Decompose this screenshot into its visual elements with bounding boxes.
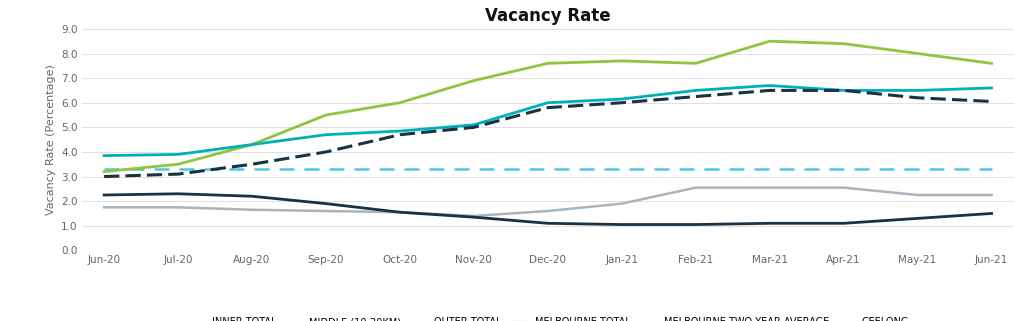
Legend: INNER TOTAL, MIDDLE (10-20KM), OUTER TOTAL, MELBOURNE TOTAL, MELBOURNE TWO YEAR : INNER TOTAL, MIDDLE (10-20KM), OUTER TOT… xyxy=(186,317,909,321)
Title: Vacancy Rate: Vacancy Rate xyxy=(485,6,610,25)
Y-axis label: Vacancy Rate (Percentage): Vacancy Rate (Percentage) xyxy=(46,64,55,215)
